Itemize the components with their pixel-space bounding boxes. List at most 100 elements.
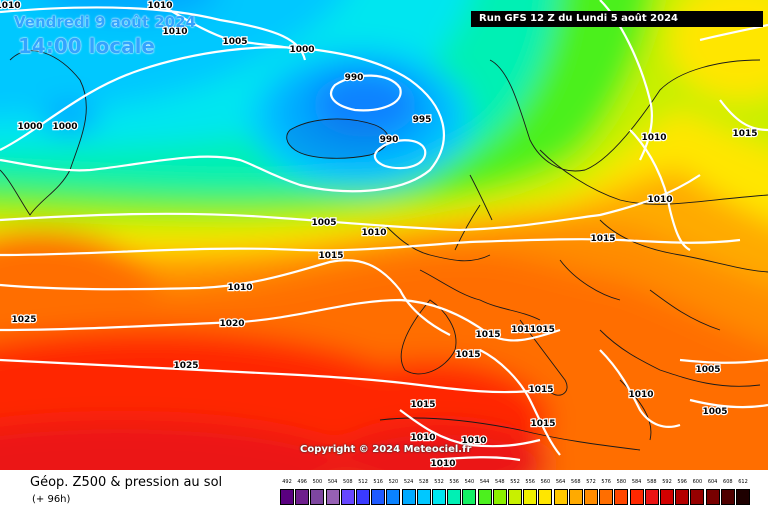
legend-title: Géop. Z500 & pression au sol bbox=[30, 475, 223, 490]
copyright-notice: Copyright © 2024 Meteociel.fr bbox=[300, 444, 472, 455]
isobar-labels: 1010 1010 1010 1005 1000 990 995 990 1000 1000 101… bbox=[0, 0, 759, 470]
isobar-label: 1000 bbox=[289, 45, 314, 55]
isobar-label: 1000 bbox=[17, 122, 42, 132]
scale-value-label: 588 bbox=[647, 479, 657, 485]
scale-swatch bbox=[462, 489, 477, 505]
scale-swatch bbox=[568, 489, 583, 505]
isobar-label: 990 bbox=[380, 135, 399, 145]
scale-value-label: 516 bbox=[373, 479, 383, 485]
isobar-label: 1010 bbox=[227, 283, 252, 293]
scale-swatch bbox=[295, 489, 310, 505]
scale-swatch bbox=[280, 489, 294, 505]
scale-swatch bbox=[538, 489, 553, 505]
forecast-time: 14:00 locale bbox=[18, 34, 155, 58]
scale-value-label: 508 bbox=[343, 479, 353, 485]
geopotential-map: 1010 1010 1010 1005 1000 990 995 990 1000 1000 101… bbox=[0, 0, 768, 470]
isobar-label: 1000 bbox=[52, 122, 77, 132]
isobar-label: 1010 bbox=[0, 1, 21, 11]
isobar-label: 1005 bbox=[311, 218, 336, 228]
isobar-label: 1005 bbox=[222, 37, 247, 47]
scale-value-label: 576 bbox=[601, 479, 611, 485]
isobar-label: 1015 bbox=[732, 129, 757, 139]
isobar-label: 1005 bbox=[695, 365, 720, 375]
isobar-label: 1015 bbox=[528, 385, 553, 395]
scale-value-label: 592 bbox=[662, 479, 672, 485]
scale-swatch bbox=[720, 489, 735, 505]
scale-swatch bbox=[340, 489, 355, 505]
scale-value-label: 524 bbox=[403, 479, 414, 485]
legend-bar: Géop. Z500 & pression au sol (+ 96h) 492… bbox=[0, 470, 768, 512]
scale-swatch bbox=[614, 489, 629, 505]
scale-swatch bbox=[325, 489, 340, 505]
scale-swatch bbox=[477, 489, 492, 505]
scale-swatch bbox=[644, 489, 659, 505]
scale-swatch bbox=[432, 489, 446, 505]
isobar-label: 1020 bbox=[219, 319, 244, 329]
scale-swatch bbox=[508, 489, 522, 505]
forecast-date: Vendredi 9 août 2024 bbox=[14, 13, 196, 31]
scale-swatch bbox=[553, 489, 568, 505]
scale-swatch bbox=[386, 489, 401, 505]
coastlines bbox=[0, 50, 768, 451]
scale-value-label: 528 bbox=[419, 479, 429, 485]
scale-swatch bbox=[416, 489, 431, 505]
isobar-label: 995 bbox=[413, 115, 432, 125]
scale-swatch bbox=[690, 489, 705, 505]
scale-value-label: 600 bbox=[692, 479, 703, 485]
scale-swatch bbox=[447, 489, 462, 505]
isobar-label: 1025 bbox=[11, 315, 36, 325]
scale-value-label: 584 bbox=[631, 479, 642, 485]
isobar-label: 1011015 bbox=[511, 325, 555, 335]
scale-swatch bbox=[675, 489, 690, 505]
isobar-label: 1010 bbox=[162, 27, 187, 37]
scale-value-label: 556 bbox=[525, 479, 535, 485]
isobar-label: 1010 bbox=[641, 133, 666, 143]
isobar-label: 1025 bbox=[173, 361, 198, 371]
scale-value-label: 596 bbox=[677, 479, 687, 485]
scale-value-label: 548 bbox=[495, 479, 505, 485]
scale-swatch bbox=[599, 489, 614, 505]
scale-value-label: 572 bbox=[586, 479, 596, 485]
scale-value-label: 568 bbox=[571, 479, 581, 485]
isobar-label: 1015 bbox=[318, 251, 343, 261]
isobar-label: 1010 bbox=[430, 459, 455, 469]
isobar-label: 1015 bbox=[590, 234, 615, 244]
isobar-label: 1015 bbox=[455, 350, 480, 360]
isobar-label: 1010 bbox=[628, 390, 653, 400]
isobar-label: 1010 bbox=[410, 433, 435, 443]
scale-value-label: 604 bbox=[707, 479, 718, 485]
scale-value-label: 512 bbox=[358, 479, 368, 485]
color-scale: 492 496 500 504 508 512 516 520 524 528 532 536 540 5… bbox=[280, 479, 752, 509]
isobar-label: 1015 bbox=[410, 400, 435, 410]
scale-value-label: 544 bbox=[479, 479, 490, 485]
scale-value-label: 552 bbox=[510, 479, 520, 485]
scale-swatch bbox=[371, 489, 386, 505]
scale-swatch bbox=[660, 489, 674, 505]
scale-swatch bbox=[356, 489, 370, 505]
scale-value-label: 564 bbox=[555, 479, 566, 485]
scale-swatch bbox=[584, 489, 598, 505]
scale-value-label: 500 bbox=[312, 479, 323, 485]
isobar-label: 1005 bbox=[702, 407, 727, 417]
scale-value-label: 612 bbox=[738, 479, 748, 485]
scale-swatch bbox=[492, 489, 507, 505]
scale-value-label: 560 bbox=[540, 479, 551, 485]
isobar-label: 1015 bbox=[475, 330, 500, 340]
scale-swatch bbox=[401, 489, 416, 505]
scale-value-label: 504 bbox=[327, 479, 338, 485]
scale-value-label: 580 bbox=[616, 479, 627, 485]
scale-value-label: 540 bbox=[464, 479, 475, 485]
scale-value-label: 536 bbox=[449, 479, 459, 485]
scale-swatch bbox=[523, 489, 538, 505]
isobar-label: 990 bbox=[345, 73, 364, 83]
scale-value-label: 492 bbox=[282, 479, 292, 485]
scale-swatch bbox=[736, 489, 750, 505]
model-run-info: Run GFS 12 Z du Lundi 5 août 2024 bbox=[471, 11, 763, 27]
scale-value-label: 496 bbox=[297, 479, 307, 485]
scale-value-label: 532 bbox=[434, 479, 444, 485]
isobar-label: 1010 bbox=[461, 436, 486, 446]
scale-swatch bbox=[629, 489, 644, 505]
scale-swatch bbox=[705, 489, 720, 505]
scale-value-label: 520 bbox=[388, 479, 399, 485]
